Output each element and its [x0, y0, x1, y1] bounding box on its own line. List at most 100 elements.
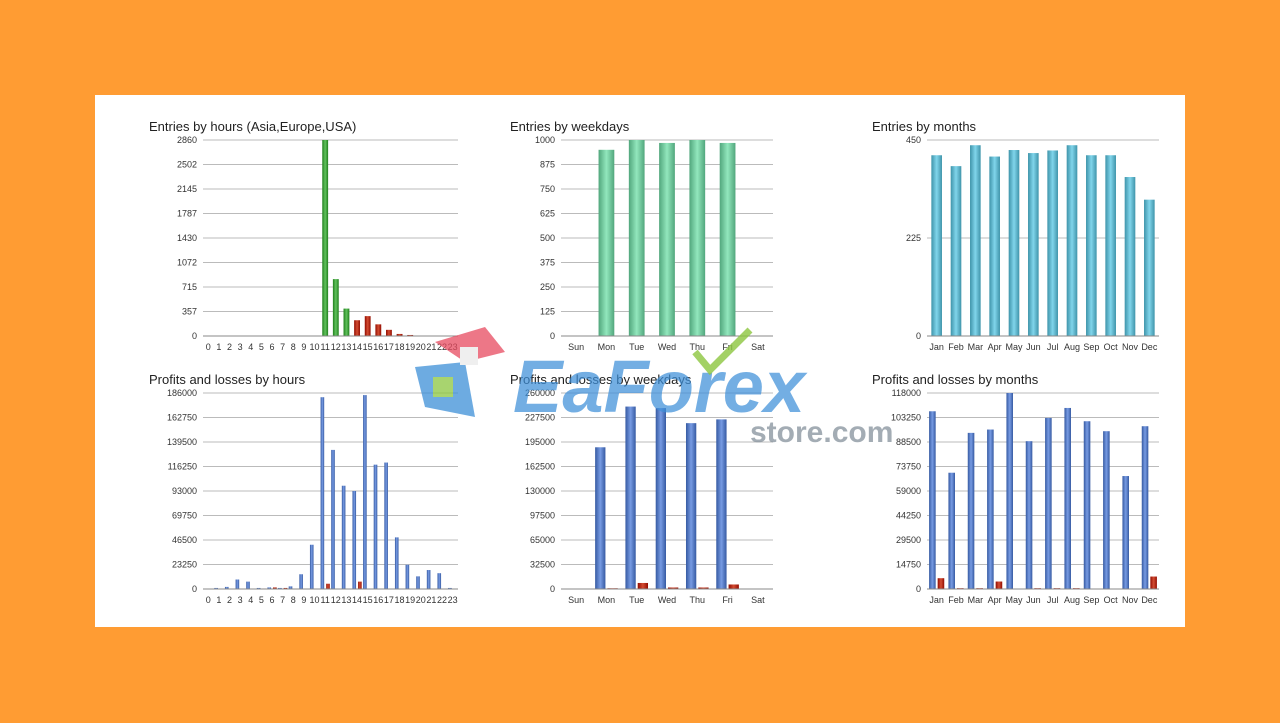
y-tick-label: 139500 [167, 437, 197, 447]
x-tick-label: Oct [1104, 342, 1119, 352]
x-tick-label: Sat [751, 595, 765, 605]
x-tick-label: 16 [373, 342, 383, 352]
bar-profits [416, 576, 420, 589]
y-tick-label: 1430 [177, 233, 197, 243]
y-tick-label: 69750 [172, 511, 197, 521]
y-tick-label: 73750 [896, 462, 921, 472]
bar-profits [331, 449, 335, 589]
x-tick-label: 5 [259, 595, 264, 605]
y-tick-label: 116250 [168, 462, 197, 472]
bar [989, 156, 1000, 336]
bar [1008, 150, 1020, 336]
bar-profits [235, 579, 240, 589]
bar-profits [929, 411, 936, 589]
chart-svg: 0 14750 29500 44250 59000 73750 88500 103250 118… [891, 388, 1159, 605]
x-tick-label: May [1005, 595, 1023, 605]
x-tick-label: 7 [280, 595, 285, 605]
bar [375, 324, 382, 336]
bar [931, 155, 942, 336]
x-tick-label: 1 [216, 342, 221, 352]
x-tick-label: Thu [690, 595, 706, 605]
x-tick-label: 13 [341, 595, 351, 605]
bar-profits [214, 587, 218, 589]
y-tick-label: 500 [540, 233, 555, 243]
y-tick-label: 2860 [177, 135, 197, 145]
chart-svg: 0 225 450 Jan Feb Mar Apr May Jun Jul Aug Sep Oct Nov… [906, 135, 1159, 352]
chart-entries-by-hours: Entries by hours (Asia,Europe,USA) 0 357 7… [145, 115, 465, 355]
y-tick-label: 450 [906, 135, 921, 145]
bar-profits [405, 564, 410, 589]
bar-profits [1083, 421, 1091, 589]
bar-profits [246, 581, 250, 589]
bar-profits [1045, 417, 1052, 589]
bar [1047, 150, 1058, 336]
bar-profits [595, 447, 606, 589]
x-tick-label: 17 [384, 595, 394, 605]
y-tick-label: 59000 [896, 486, 921, 496]
x-tick-label: Mar [968, 595, 984, 605]
chart-svg: 0 125 250 375 500 625 750 875 1000 Sun Mon Tue Wed Th… [535, 135, 773, 352]
bar [598, 149, 615, 336]
bar-profits [267, 587, 272, 589]
x-tick-label: Sat [751, 342, 765, 352]
x-tick-label: Apr [988, 595, 1002, 605]
bar-profits [948, 472, 955, 589]
x-tick-label: Jan [929, 342, 944, 352]
bar [970, 145, 981, 336]
x-tick-label: 23 [448, 595, 458, 605]
y-tick-label: 260000 [525, 388, 555, 398]
y-tick-label: 88500 [896, 437, 921, 447]
x-tick-label: Jan [929, 595, 944, 605]
x-tick-label: Thu [690, 342, 706, 352]
bar-losses [668, 587, 679, 589]
bar-losses [1150, 576, 1157, 589]
x-tick-label: 14 [352, 342, 362, 352]
bar-profits [288, 586, 293, 589]
y-tick-label: 2145 [177, 184, 197, 194]
bar [1105, 155, 1116, 336]
x-tick-label: Wed [658, 595, 676, 605]
y-tick-label: 46500 [172, 535, 197, 545]
bar [386, 329, 392, 336]
x-tick-label: 2 [227, 342, 232, 352]
bar [1066, 145, 1078, 336]
bar [659, 142, 675, 336]
bar [407, 334, 414, 336]
x-tick-label: 22 [437, 342, 447, 352]
x-tick-label: Jul [1047, 342, 1059, 352]
chart-title: Profits and losses by months [872, 372, 1039, 387]
bar-losses [273, 587, 277, 589]
y-tick-label: 0 [550, 584, 555, 594]
bar-profits [363, 395, 367, 589]
bar-profits [299, 574, 303, 589]
y-tick-label: 1787 [177, 209, 197, 219]
y-tick-label: 130000 [525, 486, 555, 496]
chart-title: Entries by months [872, 119, 977, 134]
x-tick-label: 3 [238, 342, 243, 352]
x-tick-label: 6 [270, 342, 275, 352]
x-tick-label: Mar [968, 342, 984, 352]
x-tick-label: 14 [352, 595, 362, 605]
bar [1028, 153, 1039, 336]
bar-losses [995, 581, 1003, 589]
x-tick-label: 18 [395, 595, 405, 605]
y-tick-label: 715 [182, 282, 197, 292]
x-tick-label: 0 [206, 342, 211, 352]
x-tick-label: 10 [310, 595, 320, 605]
bar-losses [728, 584, 739, 589]
x-tick-label: Tue [629, 595, 644, 605]
y-tick-label: 0 [192, 584, 197, 594]
x-tick-label: 6 [270, 595, 275, 605]
x-tick-label: 16 [373, 595, 383, 605]
x-tick-label: 15 [363, 342, 373, 352]
x-tick-label: Tue [629, 342, 644, 352]
y-tick-label: 65000 [530, 535, 555, 545]
y-tick-label: 250 [540, 282, 555, 292]
x-tick-label: 4 [248, 342, 253, 352]
charts-panel: Entries by hours (Asia,Europe,USA) 0 357 7… [95, 95, 1185, 627]
bar-losses [283, 587, 288, 589]
y-tick-label: 227500 [525, 413, 555, 423]
y-tick-label: 195000 [525, 437, 555, 447]
x-tick-label: 15 [363, 595, 373, 605]
